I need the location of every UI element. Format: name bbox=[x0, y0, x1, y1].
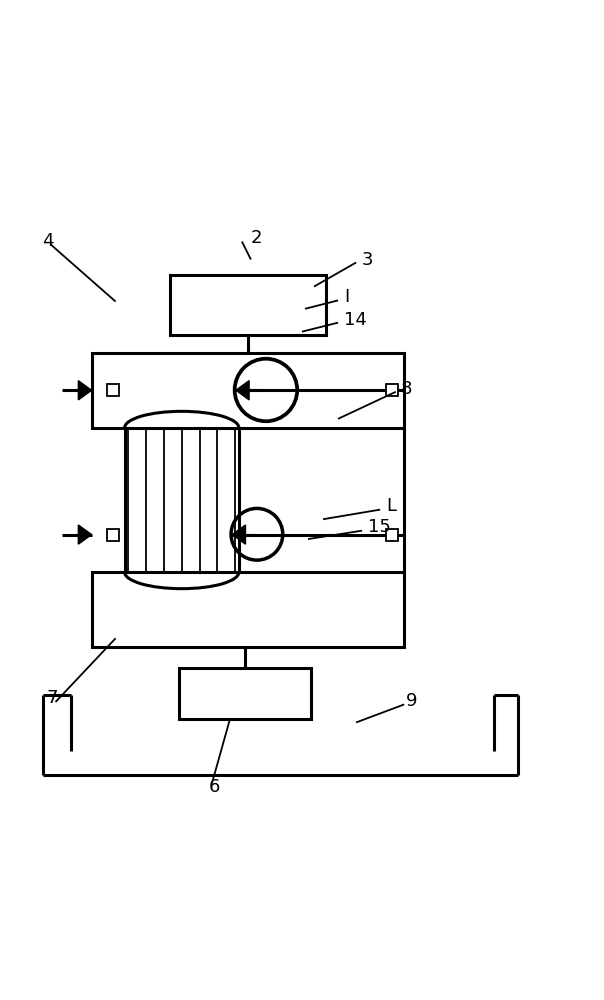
Bar bbox=[106, 384, 118, 396]
Polygon shape bbox=[236, 381, 249, 400]
Polygon shape bbox=[79, 525, 92, 544]
Bar bbox=[92, 572, 404, 647]
Bar bbox=[92, 353, 404, 428]
Text: 6: 6 bbox=[209, 778, 220, 796]
Bar bbox=[179, 668, 311, 719]
Text: 3: 3 bbox=[362, 251, 374, 269]
Text: 2: 2 bbox=[251, 229, 262, 247]
Polygon shape bbox=[233, 525, 245, 544]
Bar bbox=[386, 529, 398, 541]
Text: 8: 8 bbox=[401, 380, 413, 398]
Polygon shape bbox=[79, 381, 92, 400]
Text: 9: 9 bbox=[405, 692, 417, 710]
Bar bbox=[386, 384, 398, 396]
Bar bbox=[170, 275, 326, 335]
Text: 4: 4 bbox=[42, 232, 54, 250]
Text: I: I bbox=[344, 288, 349, 306]
Text: 15: 15 bbox=[368, 518, 391, 536]
Bar bbox=[106, 529, 118, 541]
Text: 14: 14 bbox=[344, 311, 367, 329]
Text: L: L bbox=[386, 497, 396, 515]
Text: 7: 7 bbox=[47, 689, 58, 707]
